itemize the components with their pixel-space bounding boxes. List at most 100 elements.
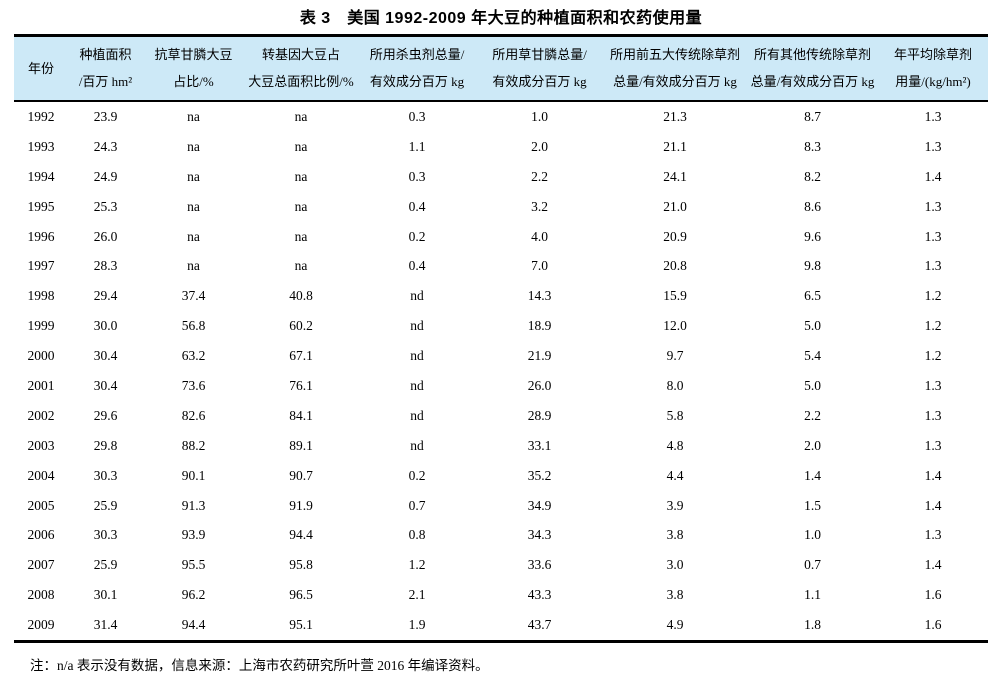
table-cell: 1.5 xyxy=(804,497,821,513)
table-cell: 1.4 xyxy=(924,467,942,483)
table-cell: 60.2 xyxy=(289,318,313,334)
table-cell: 5.4 xyxy=(804,348,821,364)
table-cell: 5.8 xyxy=(666,407,684,423)
table-cell: 2001 xyxy=(27,377,55,393)
table-cell: 30.4 xyxy=(93,377,118,393)
table-cell: 1.4 xyxy=(924,168,942,184)
table-cell: 18.9 xyxy=(527,318,552,334)
table-cell: 95.1 xyxy=(289,617,313,633)
table-cell: 2005 xyxy=(27,497,55,513)
header-label: 总量/有效成分百万 kg xyxy=(613,74,737,89)
table-row: 1994 24.9 na na 0.3 2.2 24.1 8.2 1.4 xyxy=(14,162,988,192)
table-cell: 1.8 xyxy=(804,617,821,633)
table-row: 2004 30.3 90.1 90.7 0.2 35.2 4.4 1.4 1.4 xyxy=(14,461,988,491)
table-cell: nd xyxy=(410,348,424,364)
table-row: 1996 26.0 na na 0.2 4.0 20.9 9.6 1.3 xyxy=(14,222,988,252)
table-cell: 3.2 xyxy=(531,198,548,214)
header-label: 总量/有效成分百万 kg xyxy=(750,74,875,89)
table-cell: 0.2 xyxy=(408,467,426,483)
header-label: 大豆总面积比例/% xyxy=(248,74,354,89)
table-cell: 0.4 xyxy=(408,258,426,274)
table-cell: 30.1 xyxy=(93,587,118,603)
table-cell: 30.4 xyxy=(93,348,118,364)
table-cell: 0.4 xyxy=(408,198,426,214)
table-cell: 3.0 xyxy=(666,557,684,573)
table-cell: 1.2 xyxy=(924,288,942,304)
table-cell: 9.8 xyxy=(804,258,821,274)
table-cell: 2.2 xyxy=(531,168,548,184)
table-cell: nd xyxy=(410,288,424,304)
table-cell: 90.7 xyxy=(289,467,313,483)
table-cell: 1.6 xyxy=(924,617,942,633)
col-header-other-traditional-herbicides: 所有其他传统除草剂 总量/有效成分百万 kg xyxy=(747,35,878,102)
table-cell: na xyxy=(294,138,308,154)
table-cell: 0.7 xyxy=(408,497,426,513)
table-cell: 25.9 xyxy=(93,497,118,513)
table-cell: 21.1 xyxy=(663,138,687,154)
table-cell: 29.4 xyxy=(93,288,118,304)
header-row: 年份 种植面积 /百万 hm² 抗草甘膦大豆 占比/% xyxy=(14,35,988,102)
table-cell: 1.3 xyxy=(924,138,942,154)
table-cell: na xyxy=(294,258,308,274)
table-cell: 37.4 xyxy=(181,288,206,304)
table-cell: 1.1 xyxy=(804,587,821,603)
table-cell: 4.0 xyxy=(531,228,548,244)
col-header-gm-soybean-share: 转基因大豆占 大豆总面积比例/% xyxy=(244,35,358,102)
table-cell: 2007 xyxy=(27,557,55,573)
table-cell: na xyxy=(187,108,200,124)
table-row: 2006 30.3 93.9 94.4 0.8 34.3 3.8 1.0 1.3 xyxy=(14,520,988,550)
table-cell: 56.8 xyxy=(181,318,206,334)
table-cell: 90.1 xyxy=(181,467,206,483)
table-cell: 30.3 xyxy=(93,467,118,483)
table-cell: 2006 xyxy=(27,527,55,543)
table-cell: 94.4 xyxy=(181,617,206,633)
table-cell: 25.3 xyxy=(93,198,118,214)
table-cell: 26.0 xyxy=(93,228,118,244)
header-label: 所用杀虫剂总量/ xyxy=(369,47,465,63)
table-cell: 1.3 xyxy=(924,527,942,543)
header-label: 所有其他传统除草剂 xyxy=(753,47,871,63)
table-row: 2009 31.4 94.4 95.1 1.9 43.7 4.9 1.8 1.6 xyxy=(14,610,988,641)
table-row: 1995 25.3 na na 0.4 3.2 21.0 8.6 1.3 xyxy=(14,192,988,222)
table-cell: na xyxy=(187,198,200,214)
header-label: 年平均除草剂 xyxy=(893,47,972,63)
table-cell: 25.9 xyxy=(93,557,118,573)
table-cell: 29.8 xyxy=(93,437,118,453)
table-cell: 2003 xyxy=(27,437,55,453)
header-label: 有效成分百万 kg xyxy=(369,74,465,89)
table-cell: 1.2 xyxy=(924,318,942,334)
table-cell: 0.2 xyxy=(408,228,426,244)
header-label: 有效成分百万 kg xyxy=(492,74,587,89)
col-header-avg-herbicide-rate: 年平均除草剂 用量/(kg/hm²) xyxy=(878,35,988,102)
table-cell: 1.3 xyxy=(924,258,942,274)
table-row: 2000 30.4 63.2 67.1 nd 21.9 9.7 5.4 1.2 xyxy=(14,341,988,371)
table-row: 2007 25.9 95.5 95.8 1.2 33.6 3.0 0.7 1.4 xyxy=(14,550,988,580)
table-row: 2003 29.8 88.2 89.1 nd 33.1 4.8 2.0 1.3 xyxy=(14,431,988,461)
table-cell: 26.0 xyxy=(527,377,552,393)
table-cell: 24.9 xyxy=(93,168,118,184)
header-label: 抗草甘膦大豆 xyxy=(154,47,233,63)
table-cell: 1.4 xyxy=(804,467,821,483)
table-header: 年份 种植面积 /百万 hm² 抗草甘膦大豆 占比/% xyxy=(14,35,988,102)
table-cell: 1.4 xyxy=(924,557,942,573)
table-cell: 1999 xyxy=(27,318,55,334)
table-cell: 33.6 xyxy=(527,557,552,573)
table-cell: 96.5 xyxy=(289,587,313,603)
header-label: 转基因大豆占 xyxy=(261,47,340,63)
table-cell: 1.2 xyxy=(408,557,426,573)
table-cell: 1997 xyxy=(27,258,55,274)
table-cell: 1.3 xyxy=(924,108,942,124)
table-cell: 1993 xyxy=(27,138,55,154)
table-cell: 15.9 xyxy=(663,288,687,304)
table-cell: 28.9 xyxy=(527,407,552,423)
table-cell: 4.4 xyxy=(666,467,684,483)
table-cell: 89.1 xyxy=(289,437,313,453)
header-label: 年份 xyxy=(27,60,54,76)
table-cell: 43.7 xyxy=(527,617,552,633)
table-row: 2008 30.1 96.2 96.5 2.1 43.3 3.8 1.1 1.6 xyxy=(14,580,988,610)
table-cell: 21.3 xyxy=(663,108,687,124)
col-header-top5-traditional-herbicides: 所用前五大传统除草剂 总量/有效成分百万 kg xyxy=(603,35,747,102)
table-row: 2001 30.4 73.6 76.1 nd 26.0 8.0 5.0 1.3 xyxy=(14,371,988,401)
table-cell: 84.1 xyxy=(289,407,313,423)
